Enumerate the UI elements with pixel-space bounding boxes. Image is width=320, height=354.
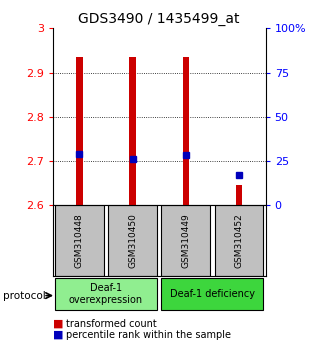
Text: transformed count: transformed count xyxy=(66,319,156,329)
Text: ■: ■ xyxy=(53,319,63,329)
Bar xyxy=(161,278,263,310)
Text: protocol: protocol xyxy=(3,291,46,301)
Text: Deaf-1
overexpression: Deaf-1 overexpression xyxy=(69,283,143,305)
Text: GSM310452: GSM310452 xyxy=(235,213,244,268)
Bar xyxy=(161,205,210,276)
Text: ■: ■ xyxy=(53,330,63,339)
Bar xyxy=(55,278,157,310)
Bar xyxy=(236,185,242,205)
Text: percentile rank within the sample: percentile rank within the sample xyxy=(66,330,231,339)
Text: GSM310448: GSM310448 xyxy=(75,213,84,268)
Title: GDS3490 / 1435499_at: GDS3490 / 1435499_at xyxy=(78,12,240,26)
Bar xyxy=(76,57,83,205)
Text: GSM310449: GSM310449 xyxy=(181,213,190,268)
Text: GSM310450: GSM310450 xyxy=(128,213,137,268)
Bar xyxy=(183,57,189,205)
Text: Deaf-1 deficiency: Deaf-1 deficiency xyxy=(170,289,255,299)
Bar xyxy=(214,205,263,276)
Bar xyxy=(55,205,104,276)
Bar xyxy=(129,57,136,205)
Bar xyxy=(108,205,157,276)
